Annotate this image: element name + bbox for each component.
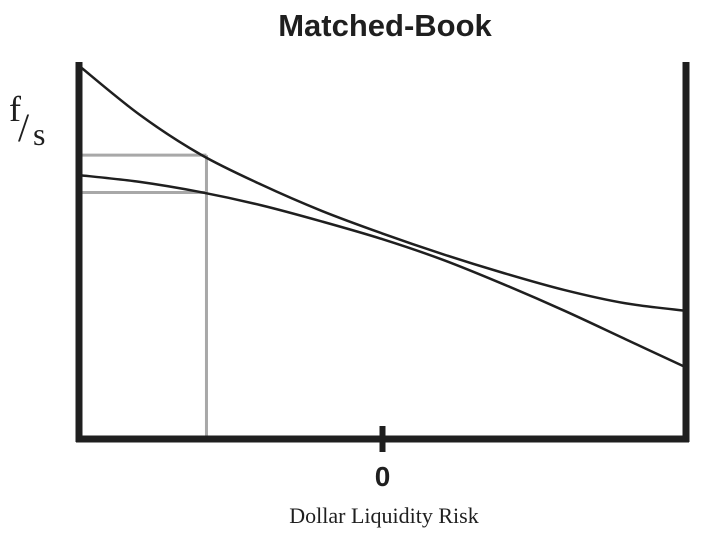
curve-1 bbox=[78, 64, 687, 313]
x-axis-label: Dollar Liquidity Risk bbox=[289, 503, 478, 528]
y-axis-label: f / s bbox=[9, 89, 45, 152]
x-tick-label: 0 bbox=[375, 461, 391, 492]
curve-2 bbox=[78, 173, 687, 369]
reference-guides bbox=[79, 153, 208, 439]
curves bbox=[78, 64, 687, 369]
y-axis-label-separator: / bbox=[18, 105, 30, 150]
x-ticks: 0 bbox=[375, 426, 391, 492]
chart-title: Matched-Book bbox=[278, 8, 492, 43]
y-axis-label-numerator: f bbox=[9, 89, 21, 129]
y-axis-label-denominator: s bbox=[33, 116, 45, 152]
